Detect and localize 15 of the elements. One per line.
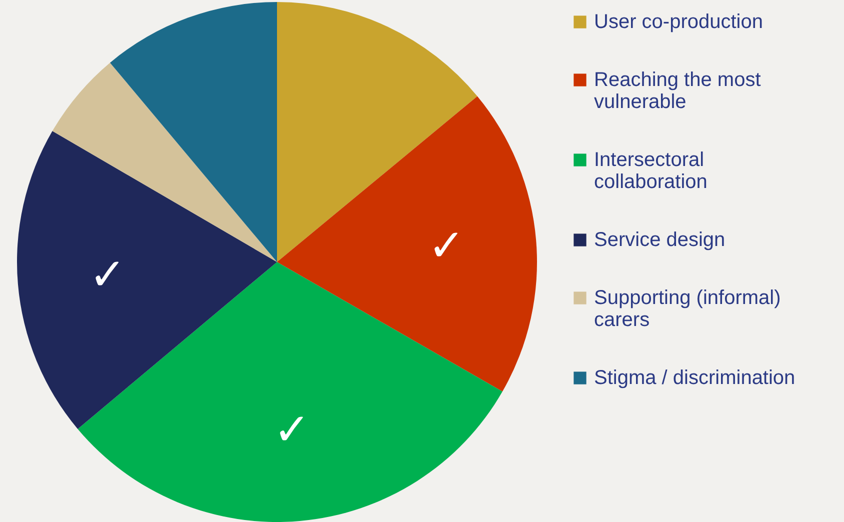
legend-label: Service design [594, 229, 726, 251]
legend-label: Stigma / discrimination [594, 367, 796, 389]
text: ✓ [428, 220, 465, 272]
pie-slice [110, 2, 277, 262]
pie-slice [52, 62, 277, 262]
text: ✓ [273, 404, 310, 456]
legend-label: Reaching the most vulnerable [594, 69, 762, 113]
pie-slice [277, 2, 478, 262]
pie-slice [78, 262, 502, 522]
pie-slice [17, 131, 277, 429]
legend-label: User co-production [594, 11, 763, 33]
pie-slice [277, 96, 537, 392]
text: ✓ [89, 249, 126, 300]
legend-label: Intersectoral collaboration [594, 149, 708, 193]
legend-label: Supporting (informal) carers [594, 287, 781, 331]
